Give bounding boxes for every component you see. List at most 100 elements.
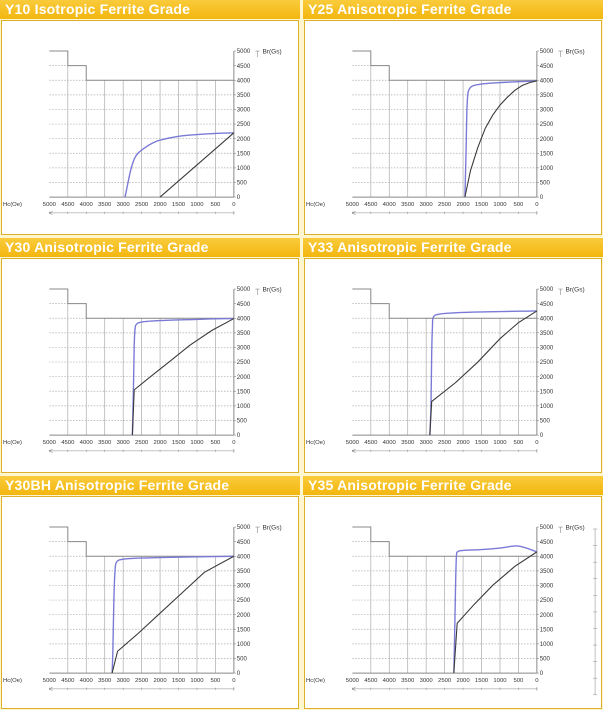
svg-text:500: 500 xyxy=(540,419,551,425)
svg-text:4000: 4000 xyxy=(80,678,94,684)
svg-text:2500: 2500 xyxy=(438,202,452,208)
svg-text:3500: 3500 xyxy=(237,569,251,575)
svg-text:1000: 1000 xyxy=(493,678,507,684)
svg-text:5000: 5000 xyxy=(540,525,554,531)
svg-text:4500: 4500 xyxy=(540,64,554,70)
svg-text:1000: 1000 xyxy=(493,202,507,208)
svg-text:Br(Gs): Br(Gs) xyxy=(565,49,584,56)
svg-text:1500: 1500 xyxy=(475,202,489,208)
svg-text:2000: 2000 xyxy=(540,137,554,143)
svg-text:3500: 3500 xyxy=(98,678,112,684)
svg-text:0: 0 xyxy=(237,671,241,677)
svg-text:Hc(Oe): Hc(Oe) xyxy=(306,678,325,684)
svg-text:Br(Gs): Br(Gs) xyxy=(565,525,584,532)
svg-text:1500: 1500 xyxy=(237,151,251,157)
svg-text:5000: 5000 xyxy=(237,49,251,55)
svg-text:1000: 1000 xyxy=(190,678,204,684)
svg-text:2500: 2500 xyxy=(540,122,554,128)
svg-text:Hc(Oe): Hc(Oe) xyxy=(306,440,325,446)
svg-text:4500: 4500 xyxy=(61,202,75,208)
svg-text:0: 0 xyxy=(540,195,544,201)
svg-text:4000: 4000 xyxy=(237,316,251,322)
svg-text:1000: 1000 xyxy=(540,404,554,410)
svg-text:4500: 4500 xyxy=(540,302,554,308)
svg-text:1000: 1000 xyxy=(190,202,204,208)
svg-text:2000: 2000 xyxy=(456,678,470,684)
svg-text:3500: 3500 xyxy=(401,202,415,208)
svg-text:Hc(Oe): Hc(Oe) xyxy=(306,202,325,208)
svg-text:Br(Gs): Br(Gs) xyxy=(262,287,281,294)
svg-text:500: 500 xyxy=(237,419,248,425)
svg-text:2500: 2500 xyxy=(540,360,554,366)
svg-text:5000: 5000 xyxy=(346,202,360,208)
svg-text:2000: 2000 xyxy=(237,137,251,143)
svg-text:3500: 3500 xyxy=(401,440,415,446)
svg-text:4000: 4000 xyxy=(540,554,554,560)
svg-text:4000: 4000 xyxy=(383,678,397,684)
svg-text:3500: 3500 xyxy=(540,331,554,337)
svg-text:0: 0 xyxy=(535,440,539,446)
svg-text:4000: 4000 xyxy=(383,202,397,208)
svg-text:2000: 2000 xyxy=(153,440,167,446)
svg-text:4500: 4500 xyxy=(237,540,251,546)
svg-text:3000: 3000 xyxy=(540,346,554,352)
svg-text:4500: 4500 xyxy=(61,440,75,446)
svg-text:2500: 2500 xyxy=(135,678,149,684)
svg-text:1000: 1000 xyxy=(540,166,554,172)
svg-text:2500: 2500 xyxy=(438,678,452,684)
svg-text:Hc(Oe): Hc(Oe) xyxy=(3,440,22,446)
svg-text:4000: 4000 xyxy=(80,440,94,446)
svg-text:Br(Gs): Br(Gs) xyxy=(565,287,584,294)
svg-text:3500: 3500 xyxy=(98,202,112,208)
svg-text:2000: 2000 xyxy=(153,678,167,684)
svg-text:2500: 2500 xyxy=(135,202,149,208)
svg-text:2000: 2000 xyxy=(237,375,251,381)
svg-text:1500: 1500 xyxy=(540,151,554,157)
svg-text:1000: 1000 xyxy=(540,642,554,648)
svg-text:1500: 1500 xyxy=(172,440,186,446)
svg-text:5000: 5000 xyxy=(346,440,360,446)
svg-text:4500: 4500 xyxy=(364,440,378,446)
svg-text:4000: 4000 xyxy=(540,316,554,322)
svg-text:1000: 1000 xyxy=(493,440,507,446)
svg-text:500: 500 xyxy=(540,657,551,663)
svg-text:5000: 5000 xyxy=(43,202,57,208)
svg-text:4500: 4500 xyxy=(364,202,378,208)
svg-text:2000: 2000 xyxy=(153,202,167,208)
svg-text:3000: 3000 xyxy=(237,584,251,590)
svg-text:5000: 5000 xyxy=(237,525,251,531)
svg-text:2000: 2000 xyxy=(237,613,251,619)
svg-text:500: 500 xyxy=(210,440,221,446)
svg-text:0: 0 xyxy=(232,678,236,684)
svg-text:3000: 3000 xyxy=(540,108,554,114)
svg-text:2000: 2000 xyxy=(540,613,554,619)
svg-text:1500: 1500 xyxy=(237,389,251,395)
svg-text:3500: 3500 xyxy=(401,678,415,684)
svg-text:0: 0 xyxy=(237,433,241,439)
svg-text:1000: 1000 xyxy=(237,642,251,648)
svg-text:4500: 4500 xyxy=(237,302,251,308)
svg-text:1500: 1500 xyxy=(475,678,489,684)
svg-text:4000: 4000 xyxy=(540,78,554,84)
svg-text:3000: 3000 xyxy=(540,584,554,590)
svg-text:5000: 5000 xyxy=(540,49,554,55)
svg-text:3500: 3500 xyxy=(237,331,251,337)
svg-text:2500: 2500 xyxy=(237,122,251,128)
svg-text:2500: 2500 xyxy=(438,440,452,446)
svg-text:2500: 2500 xyxy=(540,598,554,604)
svg-text:4500: 4500 xyxy=(237,64,251,70)
svg-text:5000: 5000 xyxy=(43,440,57,446)
svg-text:2000: 2000 xyxy=(456,202,470,208)
svg-text:1000: 1000 xyxy=(237,404,251,410)
svg-text:1500: 1500 xyxy=(540,389,554,395)
svg-text:0: 0 xyxy=(237,195,241,201)
svg-text:4500: 4500 xyxy=(61,678,75,684)
svg-text:Br(Gs): Br(Gs) xyxy=(262,49,281,56)
svg-text:500: 500 xyxy=(237,181,248,187)
svg-text:Hc(Oe): Hc(Oe) xyxy=(3,202,22,208)
svg-text:500: 500 xyxy=(540,181,551,187)
svg-text:3000: 3000 xyxy=(117,440,131,446)
svg-text:3500: 3500 xyxy=(237,93,251,99)
svg-text:0: 0 xyxy=(535,678,539,684)
svg-text:1500: 1500 xyxy=(237,627,251,633)
